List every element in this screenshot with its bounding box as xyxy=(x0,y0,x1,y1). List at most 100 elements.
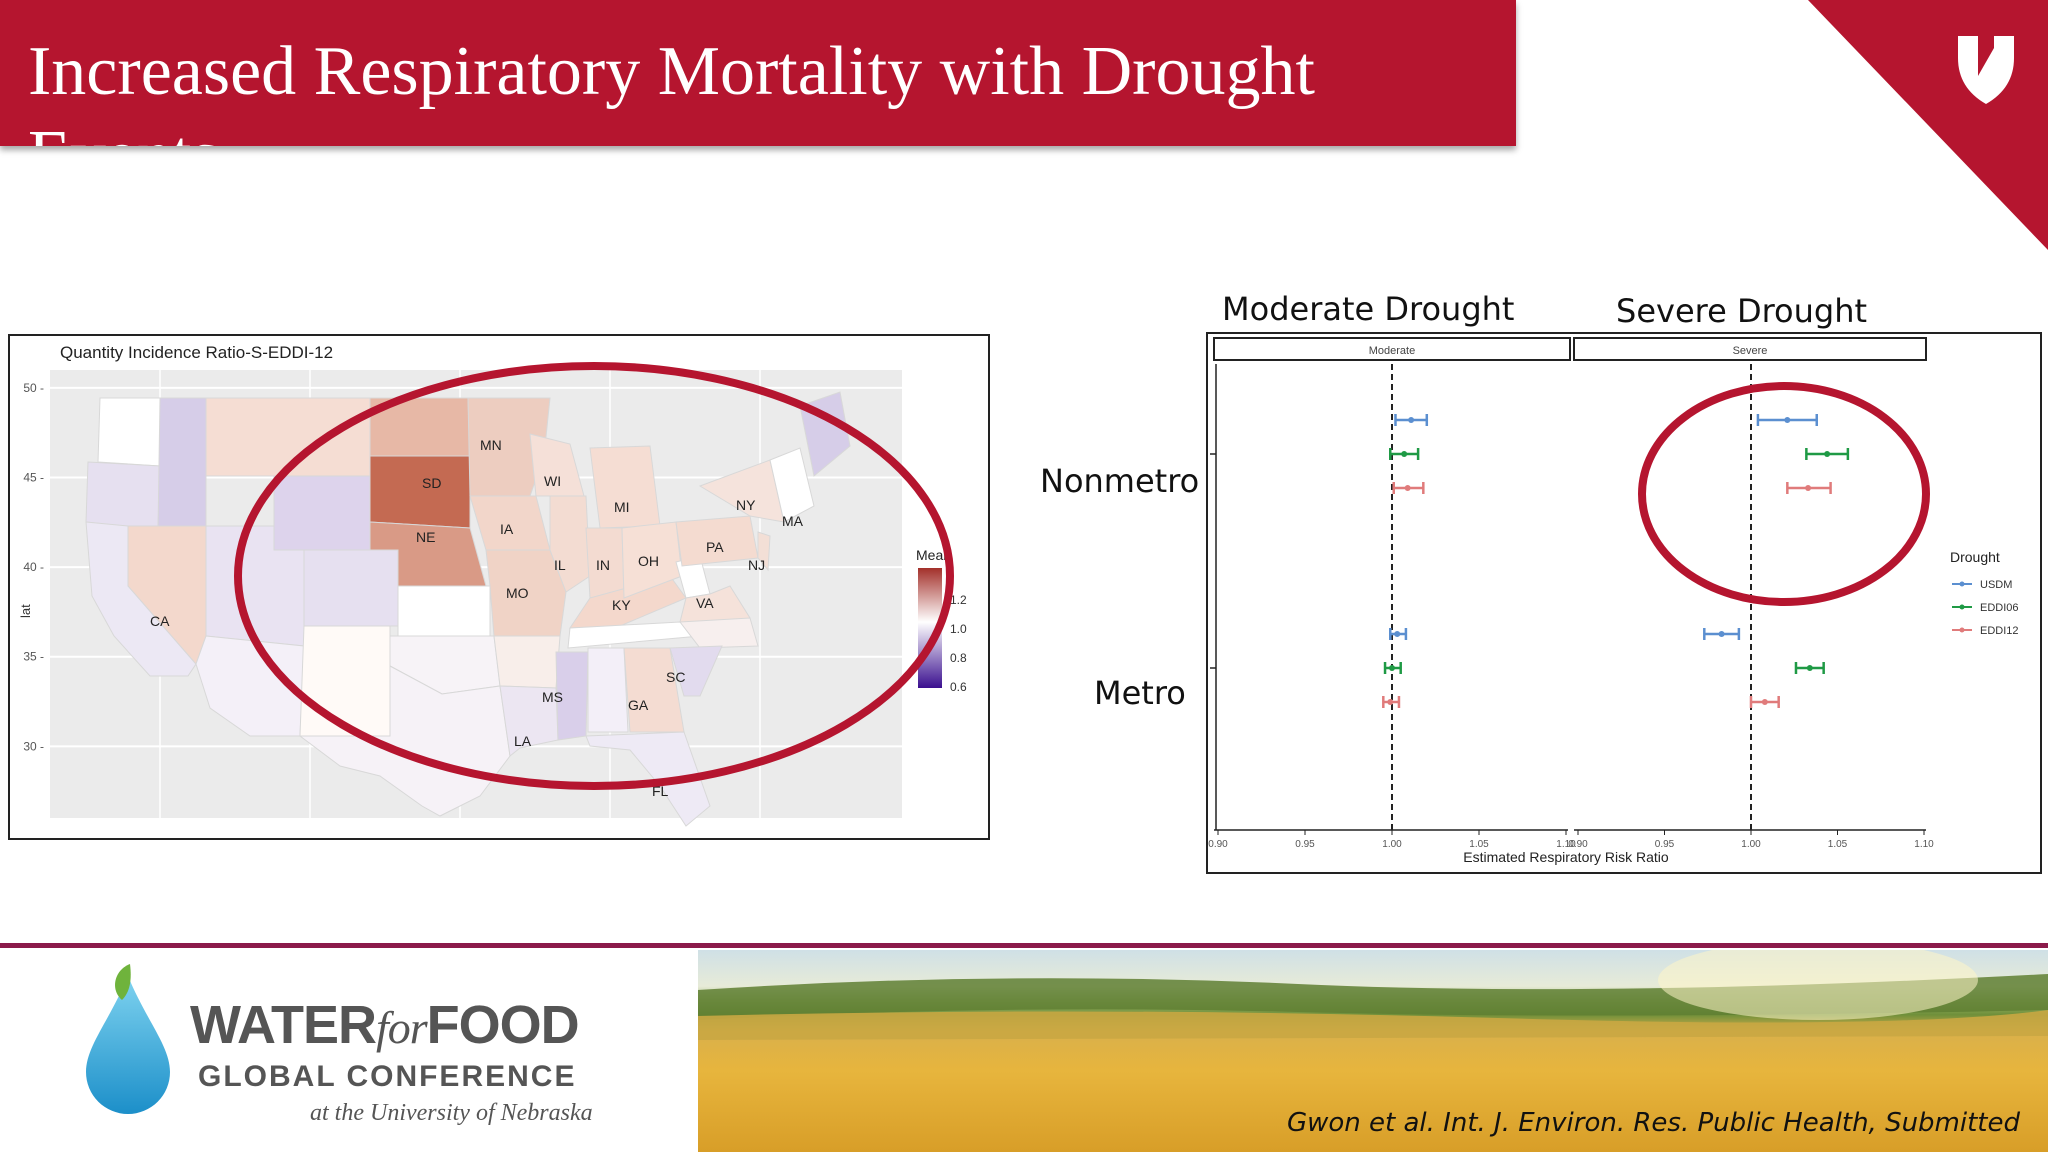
forest-point xyxy=(1718,631,1725,637)
state-label: IA xyxy=(500,521,514,537)
map-title: Quantity Incidence Ratio-S-EDDI-12 xyxy=(60,343,333,362)
state-wy xyxy=(273,475,371,551)
state-shapes xyxy=(85,391,851,827)
citation-text: Gwon et al. Int. J. Environ. Res. Public… xyxy=(1286,1108,2020,1138)
forest-point xyxy=(1404,485,1411,491)
shield-n-icon xyxy=(1958,36,2014,104)
map-ytick-label: 35 - xyxy=(23,650,44,664)
forest-legend-dot xyxy=(1959,604,1965,610)
forest-xtick-label: 0.90 xyxy=(1208,839,1228,850)
forest-xtick-label: 1.10 xyxy=(1914,839,1934,850)
map-legend-ticks: 1.2 1.0 0.8 0.6 xyxy=(950,593,967,694)
state-label: IN xyxy=(596,557,610,573)
forest-marks xyxy=(1382,414,1850,708)
map-highlight-ellipse xyxy=(234,362,954,790)
state-ks xyxy=(397,585,491,637)
state-la xyxy=(499,685,559,757)
forest-legend-dot xyxy=(1959,627,1965,633)
logo-water-text: WATER xyxy=(190,995,377,1055)
panel-strip-severe xyxy=(1573,337,1927,361)
map-ylabel: lat xyxy=(18,604,33,618)
state-label: MO xyxy=(506,585,529,601)
forest-xtick-label: 0.95 xyxy=(1655,839,1675,850)
map-ytick-label: 30 - xyxy=(23,739,44,753)
panel-strip-moderate xyxy=(1213,337,1571,361)
logo-food-text: FOOD xyxy=(426,995,580,1055)
forest-xtick-label: 1.10 xyxy=(1556,839,1576,850)
row-label-nonmetro: Nonmetro xyxy=(1040,462,1200,500)
forest-point xyxy=(1394,631,1401,637)
state-label: KY xyxy=(612,597,631,613)
map-ytick-label: 40 - xyxy=(23,560,44,574)
state-label: SD xyxy=(422,475,441,491)
risk-ratio-forest-plot: Moderate Severe 0.90 0.95 1.00 1.05 1.10 0.90… xyxy=(1206,332,2042,874)
forest-legend-title: Drought xyxy=(1950,549,2000,565)
state-label: VA xyxy=(696,595,714,611)
state-label: MA xyxy=(782,513,804,529)
state-label: IL xyxy=(554,557,566,573)
incidence-ratio-map: Quantity Incidence Ratio-S-EDDI-12 lat 3… xyxy=(8,334,990,840)
state-label: MI xyxy=(614,499,630,515)
footer-divider xyxy=(0,943,2048,948)
forest-point xyxy=(1401,451,1408,457)
state-label: LA xyxy=(514,733,532,749)
forest-point xyxy=(1408,417,1415,423)
forest-point xyxy=(1806,665,1813,671)
forest-point xyxy=(1387,699,1394,705)
moderate-header: Moderate Drought xyxy=(1222,290,1515,328)
map-ytick-labels: 30 - 35 - 40 - 45 - 50 - xyxy=(23,381,44,753)
forest-legend-label: USDM xyxy=(1980,579,2012,591)
forest-xlabel: Estimated Respiratory Risk Ratio xyxy=(1463,849,1669,865)
forest-legend: USDM EDDI06 EDDI12 xyxy=(1952,579,2019,637)
forest-legend-label: EDDI12 xyxy=(1980,625,2019,637)
state-label: PA xyxy=(706,539,724,555)
water-for-food-logo: WATERforFOOD GLOBAL CONFERENCE at the Un… xyxy=(70,960,630,1140)
forest-legend-dot xyxy=(1959,581,1965,587)
forest-point xyxy=(1784,417,1791,423)
state-al xyxy=(587,647,629,733)
map-legend-tick: 1.2 xyxy=(950,593,967,607)
wheat-field-photo: Gwon et al. Int. J. Environ. Res. Public… xyxy=(698,950,2048,1152)
state-or xyxy=(85,461,161,531)
logo-university-text: at the University of Nebraska xyxy=(310,1100,593,1126)
state-label: OH xyxy=(638,553,659,569)
forest-axes: 0.90 0.95 1.00 1.05 1.100.90 0.95 1.00 1.05 1.10 xyxy=(1208,364,1934,850)
state-co xyxy=(303,549,399,627)
state-fl xyxy=(585,731,711,827)
state-label: WI xyxy=(544,473,561,489)
state-wa xyxy=(97,397,161,467)
state-nj xyxy=(757,531,771,572)
forest-point xyxy=(1805,485,1812,491)
slide-title: Increased Respiratory Mortality with Dro… xyxy=(28,33,1315,146)
state-label: CA xyxy=(150,613,170,629)
forest-xtick-label: 1.05 xyxy=(1828,839,1848,850)
state-label: NY xyxy=(736,497,756,513)
forest-point xyxy=(1389,665,1395,671)
state-label: GA xyxy=(628,697,649,713)
state-label: MS xyxy=(542,689,563,705)
state-nm xyxy=(299,625,391,737)
state-label: SC xyxy=(666,669,685,685)
map-ytick-label: 45 - xyxy=(23,471,44,485)
forest-xtick-label: 1.00 xyxy=(1382,839,1402,850)
state-mi xyxy=(589,445,661,529)
state-label: FL xyxy=(652,783,669,799)
state-nc xyxy=(679,617,759,649)
forest-point xyxy=(1761,699,1768,705)
title-bar: Increased Respiratory Mortality with Dro… xyxy=(0,0,1516,146)
state-label: NJ xyxy=(748,557,765,573)
forest-point xyxy=(1824,451,1831,457)
logo-conference-text: GLOBAL CONFERENCE xyxy=(198,1060,577,1093)
state-sd xyxy=(369,455,471,529)
map-legend-tick: 0.6 xyxy=(950,680,967,694)
forest-highlight-ellipse xyxy=(1638,382,1930,606)
forest-xtick-label: 1.05 xyxy=(1469,839,1489,850)
map-legend-title: Mean xyxy=(916,547,951,563)
state-il xyxy=(549,495,591,593)
state-label: MN xyxy=(480,437,502,453)
severe-header: Severe Drought xyxy=(1616,292,1868,330)
panel-strip-label: Moderate xyxy=(1369,345,1415,357)
state-labels: SD MN WI MI NY MA IA NE IL IN OH PA NJ M… xyxy=(150,437,804,799)
forest-xtick-label: 1.00 xyxy=(1741,839,1761,850)
map-ytick-label: 50 - xyxy=(23,381,44,395)
